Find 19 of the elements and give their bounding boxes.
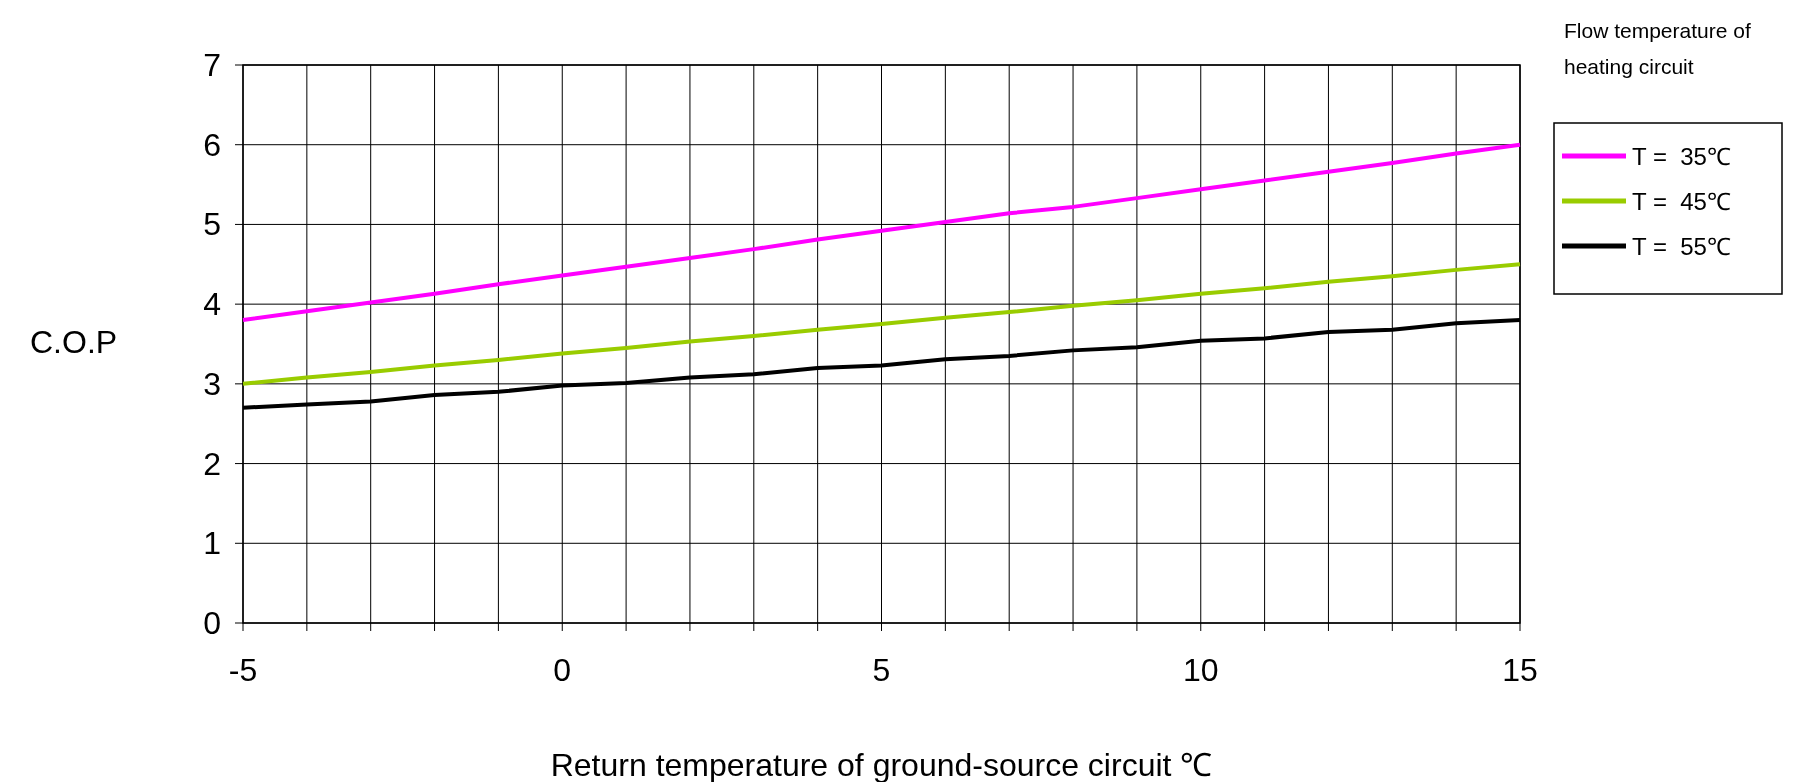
legend-title: Flow temperature of heating circuit — [1564, 18, 1752, 80]
x-tick-label: 10 — [1182, 652, 1219, 688]
y-tick-label: 5 — [203, 206, 221, 243]
y-tick-label: 3 — [203, 365, 221, 402]
y-tick-label: 0 — [203, 605, 221, 641]
x-tick-label: 5 — [872, 652, 891, 688]
x-tick-label: 15 — [1502, 652, 1538, 688]
y-tick-label: 4 — [203, 286, 221, 323]
x-axis-title: Return temperature of ground-source circuit ℃ — [550, 747, 1213, 782]
y-tick-label: 7 — [203, 47, 221, 83]
y-tick-label: 1 — [203, 525, 221, 562]
y-axis-title: C.O.P — [30, 324, 118, 360]
y-tick-label: 2 — [203, 445, 221, 482]
x-tick-label: 0 — [553, 652, 572, 688]
legend-label: T = 35℃ — [1632, 143, 1731, 170]
y-tick-label: 6 — [203, 126, 221, 163]
legend-label: T = 45℃ — [1632, 188, 1731, 215]
legend-label: T = 55℃ — [1632, 233, 1731, 260]
x-tick-label: -5 — [228, 652, 258, 688]
